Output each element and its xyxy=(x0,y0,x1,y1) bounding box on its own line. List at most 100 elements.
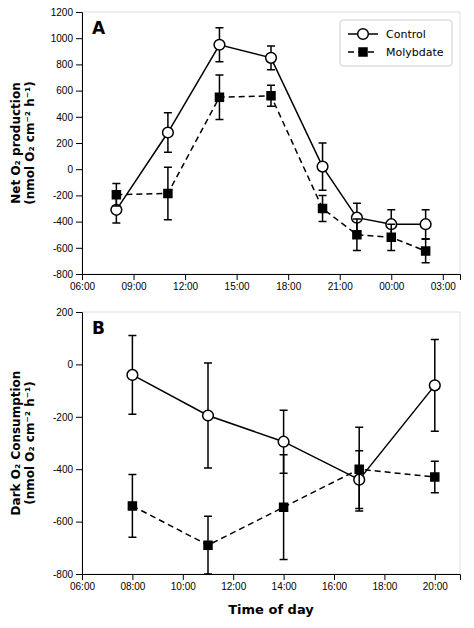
point xyxy=(215,93,223,101)
point xyxy=(164,189,172,197)
x-tick-mark xyxy=(132,574,133,580)
y-tick-label: 0 xyxy=(67,359,73,370)
x-tick-mark xyxy=(384,574,385,580)
y-tick: -200 xyxy=(53,190,82,201)
y-tick-mark xyxy=(76,312,82,313)
y-tick-mark xyxy=(76,91,82,92)
x-tick-label: 06:00 xyxy=(70,281,95,292)
error-bar xyxy=(112,184,120,206)
y-tick: 800 xyxy=(56,59,82,70)
y-tick-label: -800 xyxy=(53,269,73,280)
series xyxy=(128,427,438,574)
x-tick-label: 00:00 xyxy=(379,281,404,292)
x-tick-label: 03:00 xyxy=(431,281,456,292)
y-tick-mark xyxy=(76,38,82,39)
y-axis: -800-600-400-2000200 xyxy=(53,307,83,580)
point xyxy=(163,127,174,138)
x-tick-label: 10:00 xyxy=(171,581,196,592)
y-tick: -200 xyxy=(53,412,82,423)
y-tick-label: -400 xyxy=(53,464,73,475)
legend: Control Molybdate xyxy=(340,20,452,66)
point xyxy=(317,161,328,172)
x-tick-label: 12:00 xyxy=(173,281,198,292)
legend-label: Control xyxy=(386,28,426,41)
point xyxy=(387,233,395,241)
y-tick-mark xyxy=(76,117,82,118)
panel: 06:0009:0012:0015:0018:0021:0000:0003:00… xyxy=(9,7,461,292)
series-line xyxy=(116,96,425,251)
y-tick-label: 400 xyxy=(56,112,73,123)
y-tick: 1000 xyxy=(51,33,82,44)
legend-marker xyxy=(359,48,367,56)
x-tick: 10:00 xyxy=(171,574,196,592)
x-tick-label: 18:00 xyxy=(276,281,301,292)
error-bar xyxy=(215,75,223,120)
x-tick: 15:00 xyxy=(225,274,250,292)
plot-frame xyxy=(82,312,460,574)
x-axis-line xyxy=(83,275,461,281)
point xyxy=(420,219,431,230)
x-tick-label: 15:00 xyxy=(225,281,250,292)
y-axis-title: Net O₂ production(nmol O₂ cm⁻² h⁻¹) xyxy=(9,81,37,205)
series xyxy=(112,75,429,263)
plot-frame xyxy=(82,12,460,274)
x-tick: 03:00 xyxy=(431,274,456,292)
y-tick-label: -800 xyxy=(53,569,73,580)
x-tick-mark xyxy=(391,274,392,280)
x-tick-mark xyxy=(334,574,335,580)
y-tick: -600 xyxy=(53,516,82,527)
y-axis-line xyxy=(76,313,83,575)
x-tick: 12:00 xyxy=(221,574,246,592)
y-tick: -600 xyxy=(53,243,82,254)
point xyxy=(127,370,138,381)
error-bar xyxy=(355,427,363,511)
y-tick-label: 1000 xyxy=(51,33,74,44)
y-tick-mark xyxy=(76,574,82,575)
x-tick-mark xyxy=(134,274,135,280)
legend-entry: Molybdate xyxy=(348,46,444,59)
y-tick-mark xyxy=(76,143,82,144)
y-tick: -400 xyxy=(53,216,82,227)
error-bar xyxy=(267,85,275,106)
y-tick-mark xyxy=(76,469,82,470)
error-bar xyxy=(319,195,327,221)
x-tick-label: 14:00 xyxy=(272,581,297,592)
x-tick: 06:00 xyxy=(70,574,95,592)
point xyxy=(204,541,212,549)
x-tick-label: 08:00 xyxy=(120,581,145,592)
x-axis-line xyxy=(83,575,461,581)
x-tick-label: 18:00 xyxy=(372,581,397,592)
y-tick-mark xyxy=(76,274,82,275)
x-tick-label: 16:00 xyxy=(322,581,347,592)
error-bar xyxy=(353,219,361,250)
point xyxy=(266,52,277,63)
x-tick: 06:00 xyxy=(70,274,95,292)
point xyxy=(267,92,275,100)
x-tick: 18:00 xyxy=(372,574,397,592)
y-tick-label: 1200 xyxy=(51,7,74,18)
x-tick-label: 21:00 xyxy=(328,281,353,292)
y-tick: -400 xyxy=(53,464,82,475)
y-tick-mark xyxy=(76,64,82,65)
x-axis: 06:00 08:00 10:00 12:00 14:00 16:00 18:00 20:00 xyxy=(70,574,461,592)
legend-marker xyxy=(358,29,369,40)
y-axis: -800-600-400-200020040060080010001200 xyxy=(51,7,83,280)
x-tick-label: 20:00 xyxy=(423,581,448,592)
x-tick: 18:00 xyxy=(276,274,301,292)
x-axis: 06:0009:0012:0015:0018:0021:0000:0003:00 xyxy=(70,274,461,292)
y-tick-mark xyxy=(76,248,82,249)
x-tick: 12:00 xyxy=(173,274,198,292)
legend-box xyxy=(340,20,452,66)
x-tick: 00:00 xyxy=(379,274,404,292)
y-tick: 400 xyxy=(56,112,82,123)
point xyxy=(355,465,363,473)
y-tick-label: 0 xyxy=(67,164,73,175)
x-tick: 21:00 xyxy=(328,274,353,292)
point xyxy=(128,502,136,510)
y-tick: -800 xyxy=(53,269,82,280)
y-tick-label: -200 xyxy=(53,412,73,423)
y-tick-label: -200 xyxy=(53,190,73,201)
point xyxy=(278,436,289,447)
y-tick-label: -400 xyxy=(53,216,73,227)
x-tick-mark xyxy=(340,274,341,280)
